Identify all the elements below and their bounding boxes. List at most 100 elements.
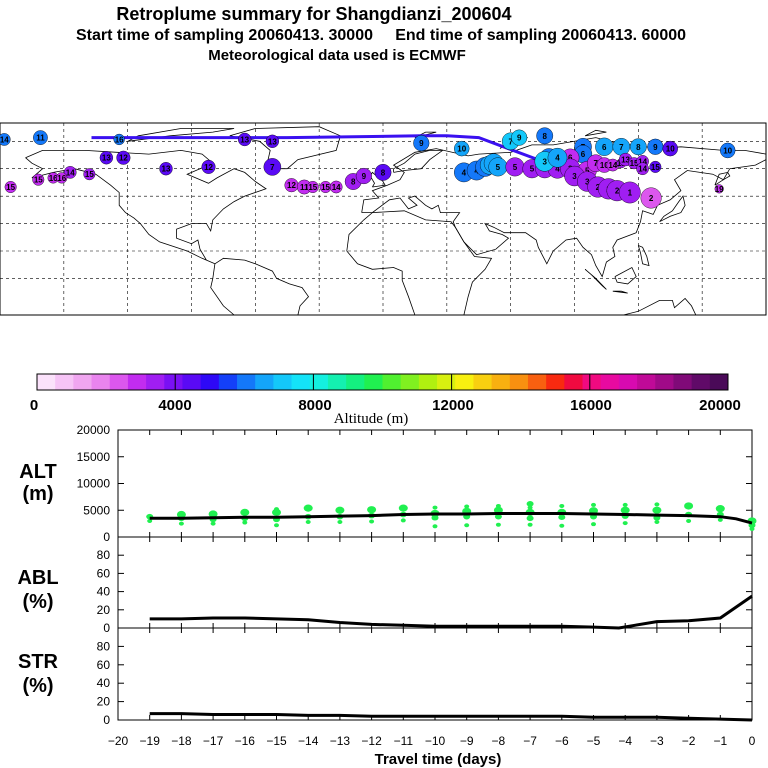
- plume-marker-day-label: 14: [638, 157, 647, 166]
- plume-marker-day-label: 11: [300, 183, 309, 192]
- plume-marker: [714, 184, 724, 194]
- x-tick-label: −10: [425, 734, 446, 748]
- alt-member-dot: [272, 508, 281, 516]
- colorbar-swatch: [491, 374, 511, 390]
- coastline-segment: [659, 195, 686, 223]
- coastline-segment: [369, 171, 386, 188]
- alt-panel-unit: (m): [22, 483, 53, 505]
- plume-marker: [413, 135, 430, 152]
- x-tick-label: −1: [713, 734, 727, 748]
- alt-member-dot: [335, 506, 345, 514]
- colorbar-swatch: [109, 374, 129, 390]
- x-tick-label: −9: [460, 734, 474, 748]
- plume-marker: [511, 129, 528, 146]
- plume-marker: [547, 147, 568, 168]
- alt-member-dot: [749, 526, 755, 531]
- coastline-segment: [612, 290, 628, 294]
- plume-marker: [113, 133, 125, 146]
- abl-panel-title: ABL: [17, 567, 58, 589]
- colorbar-swatch: [655, 374, 674, 390]
- time-series-panels: 0 5000 10000 15000 20000 0 20 40 60 80 0 20 40 60 80 −2…: [77, 423, 757, 748]
- plume-marker: [238, 132, 252, 147]
- plume-marker-day-label: 6: [581, 150, 586, 159]
- plume-marker-day-label: 19: [715, 185, 724, 194]
- colorbar-swatch: [364, 374, 383, 390]
- alt-member-dot: [240, 508, 250, 516]
- plume-marker-day-label: 12: [119, 154, 128, 163]
- plume-marker: [329, 180, 343, 194]
- alt-member-dot: [527, 505, 533, 510]
- alt-y-tick-label: 10000: [77, 477, 111, 491]
- colorbar-tick-8000: 8000: [298, 397, 331, 414]
- plume-marker-day-label: 14: [638, 165, 647, 174]
- colorbar-swatch: [637, 374, 656, 390]
- alt-member-dot: [367, 506, 377, 514]
- plume-marker-day-label: 8: [351, 178, 356, 187]
- plume-marker-day-label: 4: [462, 168, 467, 177]
- plume-marker-day-label: 3: [542, 157, 547, 166]
- alt-member-dot: [622, 521, 628, 526]
- altitude-colorbar: [36, 373, 729, 391]
- plume-marker-day-label: 9: [362, 172, 367, 181]
- str-y-tick-label: 0: [103, 713, 110, 727]
- alt-y-tick-label: 5000: [83, 503, 110, 517]
- plume-marker-day-label: 13: [621, 156, 630, 165]
- alt-member-dot: [686, 518, 692, 523]
- plume-marker: [536, 127, 554, 145]
- x-tick-label: −18: [171, 734, 192, 748]
- alt-member-dot: [176, 510, 186, 519]
- coastline-segment: [210, 257, 310, 316]
- plume-marker: [159, 162, 173, 176]
- plume-marker-day-label: 8: [636, 143, 641, 152]
- colorbar-tick-12000: 12000: [432, 397, 474, 414]
- plume-marker-day-label: 14: [332, 183, 341, 192]
- str-y-tick-label: 80: [97, 639, 111, 653]
- plume-marker-day-label: 14: [0, 135, 9, 144]
- colorbar-swatch: [55, 374, 74, 390]
- alt-panel-title: ALT: [19, 461, 56, 483]
- x-tick-label: −12: [361, 734, 382, 748]
- colorbar-swatch: [437, 374, 456, 390]
- alt-member-dot: [622, 502, 628, 507]
- plume-marker: [662, 140, 678, 157]
- plume-marker: [306, 181, 319, 193]
- colorbar-swatch: [218, 374, 238, 390]
- plume-marker-day-label: 2: [649, 194, 654, 203]
- colorbar-swatch: [527, 374, 547, 390]
- alt-member-dot: [654, 520, 660, 525]
- plume-marker: [636, 162, 649, 176]
- plume-marker-day-label: 15: [34, 176, 43, 185]
- plume-marker-day-label: 5: [585, 167, 590, 176]
- x-tick-label: −20: [108, 734, 129, 748]
- plume-marker-day-label: 2: [615, 187, 620, 196]
- colorbar-swatch: [237, 374, 256, 390]
- sampling-period: Start time of sampling 20060413. 30000 E…: [75, 27, 687, 44]
- str-y-tick-label: 20: [97, 695, 111, 709]
- alt-member-dot: [526, 501, 534, 507]
- plume-marker-day-label: 15: [85, 170, 94, 179]
- alt-member-dot: [210, 521, 216, 526]
- alt-member-dot: [494, 513, 502, 520]
- colorbar-swatch: [546, 374, 565, 390]
- colorbar-swatch: [600, 374, 620, 390]
- coastline-segment: [584, 268, 607, 290]
- x-tick-label: −16: [235, 734, 256, 748]
- map-panel: 1411161313798109767891010665131214151516…: [0, 122, 767, 316]
- colorbar-swatch: [200, 374, 220, 390]
- plume-marker: [56, 172, 68, 184]
- coastline-segment: [361, 137, 767, 278]
- plume-marker: [0, 133, 11, 146]
- plume-marker-day-label: 15: [6, 183, 15, 192]
- x-tick-label: −8: [492, 734, 506, 748]
- plume-marker-day-label: 15: [308, 183, 317, 192]
- alt-member-dot: [620, 506, 630, 514]
- str-panel-unit: (%): [22, 675, 53, 697]
- alt-member-dot: [464, 523, 470, 528]
- plume-marker-day-label: 1: [628, 188, 633, 197]
- colorbar-swatch: [146, 374, 165, 390]
- colorbar-swatch: [673, 374, 693, 390]
- colorbar-swatch: [509, 374, 529, 390]
- coastline-segment: [393, 149, 444, 173]
- colorbar-tick-16000: 16000: [570, 397, 612, 414]
- alt-member-dot: [591, 522, 596, 527]
